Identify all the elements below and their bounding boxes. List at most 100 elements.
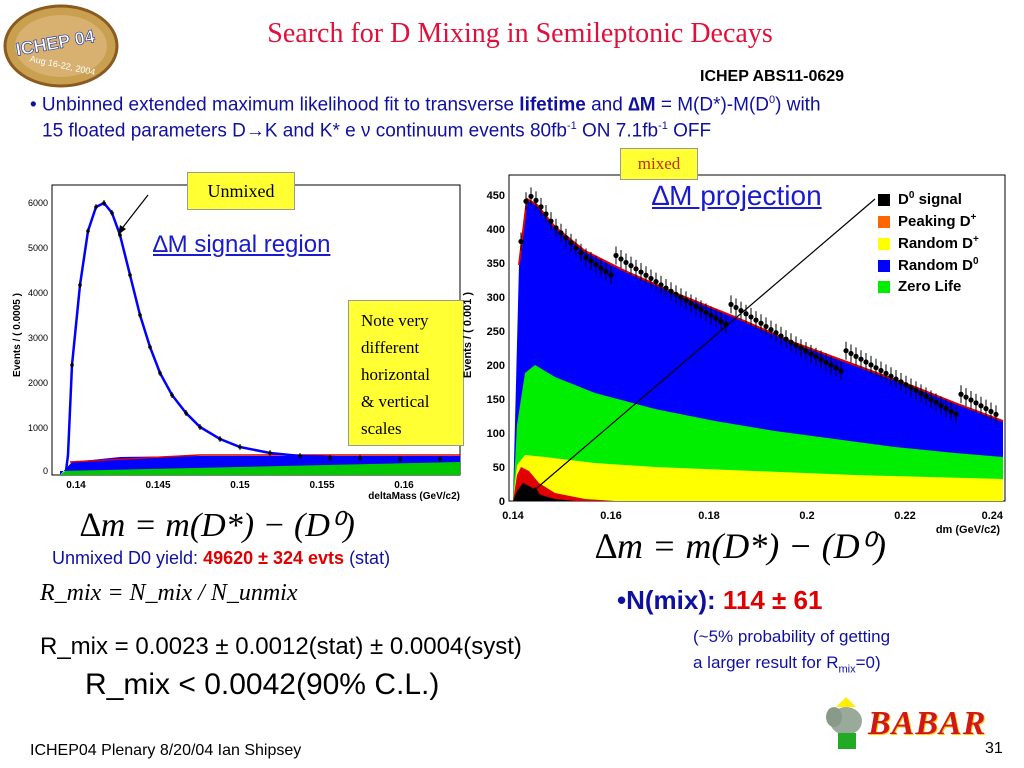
data-point <box>268 451 272 455</box>
data-point <box>838 368 844 374</box>
data-point <box>933 399 939 405</box>
projection-label: ∆M projection <box>652 180 822 211</box>
right-ytick: 0 <box>499 496 505 508</box>
nmix-value: 114 ± 61 <box>722 585 823 615</box>
right-xtick: 0.18 <box>698 510 719 522</box>
bullet-text: ) with <box>775 94 821 116</box>
data-point <box>148 345 152 349</box>
data-point <box>728 301 734 307</box>
bullet-line-2: 15 floated parameters D→K and K* e ν con… <box>42 120 711 142</box>
data-point <box>438 457 442 461</box>
legend-sup: 0 <box>973 256 979 267</box>
data-point <box>903 382 909 388</box>
data-point <box>793 342 799 348</box>
bullet-bold: lifetime <box>519 94 586 116</box>
data-point <box>563 235 569 241</box>
nmix-note-line: a larger result for Rmix=0) <box>693 650 890 682</box>
data-point <box>298 454 302 458</box>
arrow-icon: → <box>245 120 265 142</box>
data-point <box>808 351 814 357</box>
data-point <box>843 348 849 354</box>
babar-wordmark: BABAR <box>868 705 987 742</box>
nmix-note-text: a larger result for R <box>693 653 839 672</box>
data-point <box>783 336 789 342</box>
right-plot: 0 50 100 150 200 250 300 350 400 450 Eve… <box>462 174 1006 536</box>
legend-swatch <box>878 238 890 251</box>
data-point <box>658 282 664 288</box>
projection-arrow-head <box>527 487 539 497</box>
mixed-box: mixed <box>620 148 698 180</box>
right-ytick: 200 <box>487 360 505 372</box>
left-ytick: 2000 <box>28 378 48 388</box>
data-point <box>184 411 188 415</box>
right-xtick: 0.16 <box>600 510 621 522</box>
data-point <box>653 279 659 285</box>
data-point <box>533 197 539 203</box>
data-point <box>743 311 749 317</box>
bullet-sup: 0 <box>769 94 776 106</box>
legend-swatch <box>878 216 890 229</box>
left-plot-xlabel: deltaMass (GeV/c2) <box>368 491 460 502</box>
data-point <box>733 304 739 311</box>
right-ytick: 250 <box>487 326 505 338</box>
data-point <box>898 379 904 385</box>
data-point <box>963 394 969 400</box>
data-point <box>788 339 794 345</box>
legend-item-peaking-dplus: Peaking D+ <box>878 212 979 234</box>
data-point <box>828 362 834 368</box>
note-line: horizontal <box>361 365 430 384</box>
legend-suffix: signal <box>914 191 962 208</box>
left-xtick: 0.16 <box>394 480 414 491</box>
left-plot-xaxis: 0.14 0.145 0.15 0.155 0.16 <box>66 480 414 491</box>
note-line: & vertical <box>361 392 430 411</box>
data-point <box>588 258 594 264</box>
data-point <box>638 269 644 275</box>
bullet-text: and <box>585 94 629 116</box>
note-box: Note very different horizontal & vertica… <box>348 300 464 446</box>
data-point <box>713 315 719 321</box>
bullet-text: • Unbinned extended maximum likelihood f… <box>30 94 520 116</box>
left-ytick: 6000 <box>28 198 48 208</box>
unmixed-yield: Unmixed D0 yield: 49620 ± 324 evts (stat… <box>52 548 390 569</box>
data-point <box>778 333 784 339</box>
data-point <box>878 367 884 374</box>
data-point <box>703 309 709 315</box>
unmixed-box: Unmixed <box>187 172 295 210</box>
data-point <box>948 408 954 414</box>
data-point <box>608 272 614 278</box>
data-point <box>538 204 544 210</box>
data-point <box>718 318 724 324</box>
babar-logo: BABAR <box>820 695 990 755</box>
note-line: Note very <box>361 311 429 330</box>
bullet-text: = M(D*)-M(D <box>655 94 769 116</box>
data-point <box>988 408 994 415</box>
data-point <box>102 201 106 205</box>
data-point <box>573 245 579 251</box>
data-point <box>603 268 609 275</box>
data-point <box>70 363 74 367</box>
data-point <box>158 371 162 375</box>
data-point <box>958 391 964 397</box>
legend-label: Random D <box>898 257 973 274</box>
data-point <box>568 240 574 246</box>
legend-item-random-d0: Random D0 <box>878 256 979 278</box>
right-plot-xlabel: dm (GeV/c2) <box>936 524 1001 536</box>
data-point <box>138 313 142 317</box>
data-point <box>798 345 804 351</box>
bullet-sup: -1 <box>658 120 668 132</box>
data-point <box>78 283 82 287</box>
unmixed-arrow <box>119 194 149 232</box>
left-plot-fit-curve <box>64 201 461 472</box>
data-point <box>398 457 402 461</box>
data-point <box>86 229 90 233</box>
formula-rmix-def: R_mix = N_mix / N_unmix <box>40 580 298 606</box>
data-point <box>973 400 979 406</box>
data-point <box>993 411 999 417</box>
data-point <box>683 297 689 303</box>
data-point <box>673 291 679 297</box>
data-point <box>583 254 589 261</box>
right-plot-yaxis: 0 50 100 150 200 250 300 350 400 450 <box>487 190 505 508</box>
right-ytick: 400 <box>487 224 505 236</box>
right-xtick: 0.22 <box>894 510 915 522</box>
data-point <box>913 387 919 393</box>
